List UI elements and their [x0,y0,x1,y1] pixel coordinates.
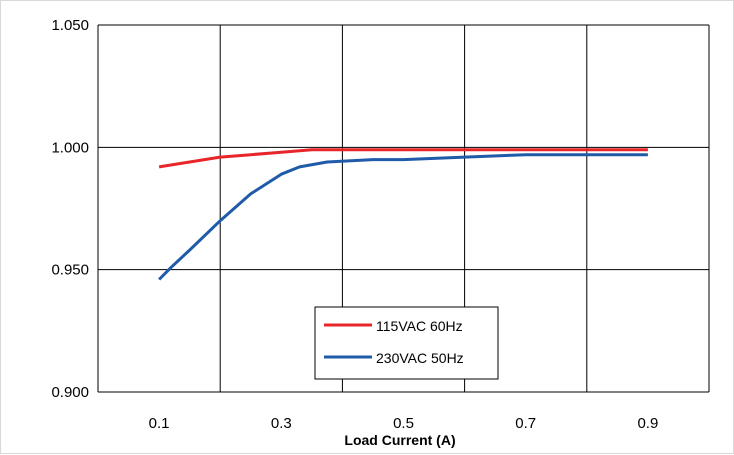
legend-box [314,306,499,380]
series-line [158,153,648,281]
series-line [158,148,648,169]
x-axis-title: Load Current (A) [344,432,455,448]
x-tick-label: 0.5 [393,415,414,432]
legend: 115VAC 60Hz 230VAC 50Hz [314,306,499,380]
x-tick-label: 0.3 [271,415,292,432]
x-tick-label: 0.9 [637,415,658,432]
grid-layer [97,24,710,393]
y-tick-label: 1.050 [51,17,89,34]
legend-label-230vac-50hz: 230VAC 50Hz [376,350,464,366]
y-tick-label: 0.900 [51,384,89,401]
y-tick-label: 1.000 [51,139,89,156]
series-layer [158,148,648,281]
y-tick-label: 0.950 [51,262,89,279]
tick-layer: 0.900 0.950 1.000 1.050 0.1 0.3 0.5 0.7 0.9 [51,17,658,432]
legend-label-115vac-60hz: 115VAC 60Hz [376,318,463,334]
x-tick-label: 0.7 [515,415,536,432]
x-tick-label: 0.1 [149,415,170,432]
